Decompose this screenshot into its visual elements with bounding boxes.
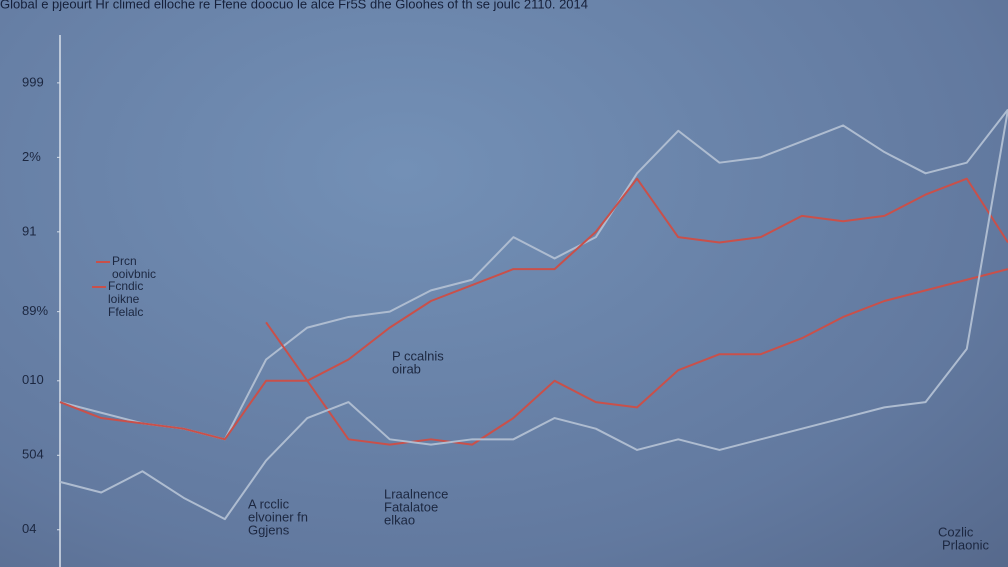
annotation: Ggjens: [248, 522, 290, 537]
annotation: Prlaonic: [942, 537, 989, 552]
annotation: Lraalnence: [384, 486, 448, 501]
legend-label: Prcn ooivbnic: [112, 254, 157, 281]
series-line: [59, 108, 1008, 441]
series-line: [59, 109, 1008, 521]
series-line: [265, 268, 1008, 446]
legend-label: Fcndic loikne Ffelalc: [108, 279, 144, 319]
annotation: A rcclic: [248, 496, 290, 511]
annotation: P ccalnis: [392, 348, 444, 363]
y-tick-label: 91: [22, 223, 36, 238]
series-line: [59, 177, 1008, 441]
y-tick-label: 89%: [22, 303, 48, 318]
y-tick-label: 2%: [22, 149, 41, 164]
annotation: elkao: [384, 512, 415, 527]
y-tick-label: 504: [22, 447, 44, 462]
y-tick-label: 010: [22, 372, 44, 387]
y-tick-label: 999: [22, 74, 44, 89]
annotation: Cozlic: [938, 524, 974, 539]
annotation: Fatalatoe: [384, 499, 438, 514]
chart-title: Global e pjeourt Hr climed elloche re Ff…: [0, 0, 588, 11]
y-tick-label: 04: [22, 521, 36, 536]
annotation: oirab: [392, 361, 421, 376]
annotation: elvoiner fn: [248, 509, 308, 524]
